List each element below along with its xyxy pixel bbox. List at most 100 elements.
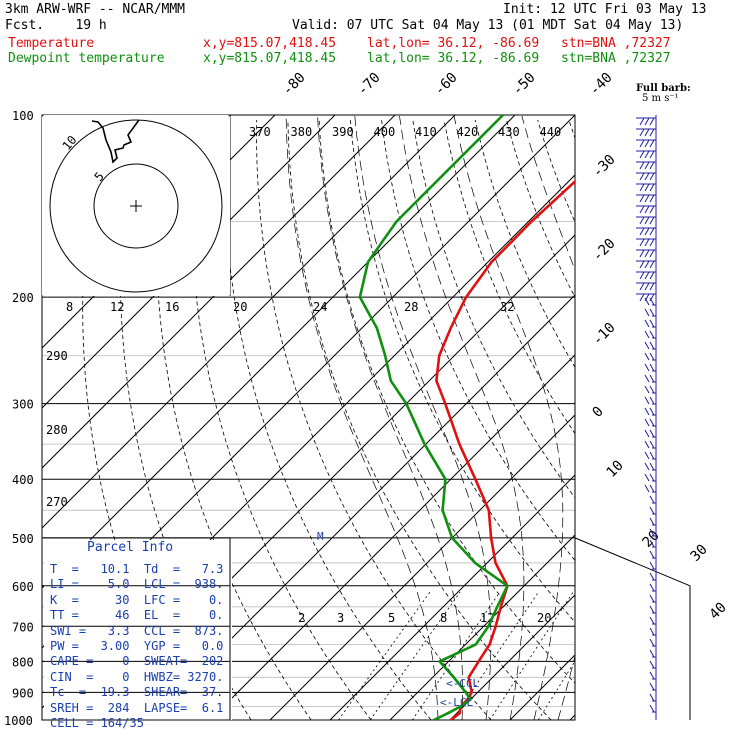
wind-barb-flag xyxy=(644,249,650,258)
wind-barb xyxy=(644,462,656,471)
isotherm xyxy=(449,594,575,720)
wind-barb xyxy=(636,238,656,247)
moist-adiabat xyxy=(582,116,665,720)
wind-barb-flag xyxy=(639,205,645,214)
theta-label: 430 xyxy=(498,125,520,139)
wind-barb-flag xyxy=(649,616,655,625)
wind-barb-flag xyxy=(644,194,650,203)
moist-adiabat xyxy=(285,115,439,720)
wind-barb-flag xyxy=(644,429,650,438)
theta-e-label: 20 xyxy=(233,300,247,314)
theta-e-label: 8 xyxy=(66,300,73,314)
wind-barb-flag xyxy=(649,183,655,192)
wind-barb-flag xyxy=(649,139,655,148)
mark-m-label: M xyxy=(317,530,324,543)
wind-barb-flag xyxy=(644,462,650,471)
parcel-info-row: TT = 46 EL = 0. xyxy=(50,608,224,623)
theta-label: 270 xyxy=(46,495,68,509)
wind-barb-flag xyxy=(639,227,645,236)
legend-temperature: Temperature xyxy=(8,36,95,51)
wind-barb-flag xyxy=(644,183,650,192)
hodograph-ring xyxy=(93,163,179,249)
pressure-tick: 300 xyxy=(12,398,34,412)
isotherm-label: -20 xyxy=(590,236,619,265)
plot-frame-extension xyxy=(574,537,691,720)
wind-barb xyxy=(644,341,656,350)
wind-barb xyxy=(644,363,656,372)
wind-barb-flag xyxy=(649,451,655,460)
wind-barb xyxy=(644,308,656,317)
wind-barb-flag xyxy=(649,506,655,515)
wind-barb xyxy=(649,506,656,515)
lcl-label: <-LCL xyxy=(440,696,474,709)
wind-barb-flag xyxy=(649,693,655,702)
pressure-tick: 200 xyxy=(12,291,34,305)
wind-barb-flag xyxy=(644,451,650,460)
wind-barb-flag xyxy=(649,682,655,691)
wind-barb xyxy=(636,150,656,159)
dew-latlon: lat,lon= 36.12, -86.69 xyxy=(367,51,540,66)
wind-barb-flag xyxy=(639,260,645,269)
wind-barb xyxy=(649,539,656,548)
theta-e-label: 16 xyxy=(165,300,179,314)
wind-barb xyxy=(636,172,656,181)
wind-barb-flag xyxy=(649,440,655,449)
plot-frame xyxy=(41,114,576,721)
wind-barb-flag xyxy=(649,638,655,647)
pressure-tick: 700 xyxy=(12,620,34,634)
temperature-profile xyxy=(435,179,575,720)
dry-adiabat xyxy=(537,119,575,223)
hodograph-center xyxy=(130,200,142,212)
pressure-tick: 800 xyxy=(12,655,34,669)
parcel-info-row: SREH = 284 LAPSE= 6.1 xyxy=(50,700,224,715)
wind-barb xyxy=(649,528,656,537)
temp-stn: stn=BNA ,72327 xyxy=(561,36,671,51)
isotherm xyxy=(269,414,575,720)
isotherm-label: -30 xyxy=(590,152,619,181)
wind-barb-flag xyxy=(649,308,655,317)
parcel-info-row: K = 30 LFC = 0. xyxy=(50,592,224,607)
wind-barb-flag xyxy=(649,539,655,548)
ccl-label: <-CCL xyxy=(446,677,480,690)
wind-barb-flag xyxy=(649,550,655,559)
wind-barb-flag xyxy=(644,139,650,148)
theta-e-label: 32 xyxy=(500,300,514,314)
pressure-tick: 600 xyxy=(12,580,34,594)
isotherm-label: -50 xyxy=(510,70,539,99)
wind-barb-flag xyxy=(644,440,650,449)
wind-barb-flag xyxy=(649,429,655,438)
dew-xy: x,y=815.07,418.45 xyxy=(203,51,337,66)
wind-barb-flag xyxy=(649,528,655,537)
wind-barb-flag xyxy=(639,271,645,280)
wind-barb-flag xyxy=(644,271,650,280)
wind-barb-flag xyxy=(649,660,655,669)
wind-barb xyxy=(644,473,656,482)
mixing-ratio-label: 5 xyxy=(388,611,395,625)
wind-barb xyxy=(636,227,656,236)
wind-barb-flag xyxy=(639,183,645,192)
mixing-ratio-label: 3 xyxy=(337,611,344,625)
wind-barb-flag xyxy=(649,627,655,636)
mixing-ratio-line xyxy=(537,660,575,720)
wind-barb xyxy=(649,583,656,592)
wind-barb-flag xyxy=(649,363,655,372)
wind-barb-flag xyxy=(644,418,650,427)
wind-barb-flag xyxy=(649,374,655,383)
wind-barb xyxy=(649,616,656,625)
wind-barb-flag xyxy=(644,150,650,159)
wind-barb-flag xyxy=(644,161,650,170)
wind-barb xyxy=(636,271,656,280)
isotherm-label: 0 xyxy=(590,404,607,421)
wind-barb-flag xyxy=(649,205,655,214)
wind-barb xyxy=(636,183,656,192)
wind-barb-flag xyxy=(639,238,645,247)
wind-barb-flag xyxy=(649,561,655,570)
wind-barb xyxy=(644,418,656,427)
wind-barb xyxy=(636,249,656,258)
mixing-ratio-line xyxy=(411,591,501,720)
isotherm-label: -10 xyxy=(590,320,619,349)
wind-barb-flag xyxy=(644,473,650,482)
theta-e-label: 28 xyxy=(404,300,418,314)
wind-barb xyxy=(644,407,656,416)
dry-adiabat xyxy=(568,119,575,140)
